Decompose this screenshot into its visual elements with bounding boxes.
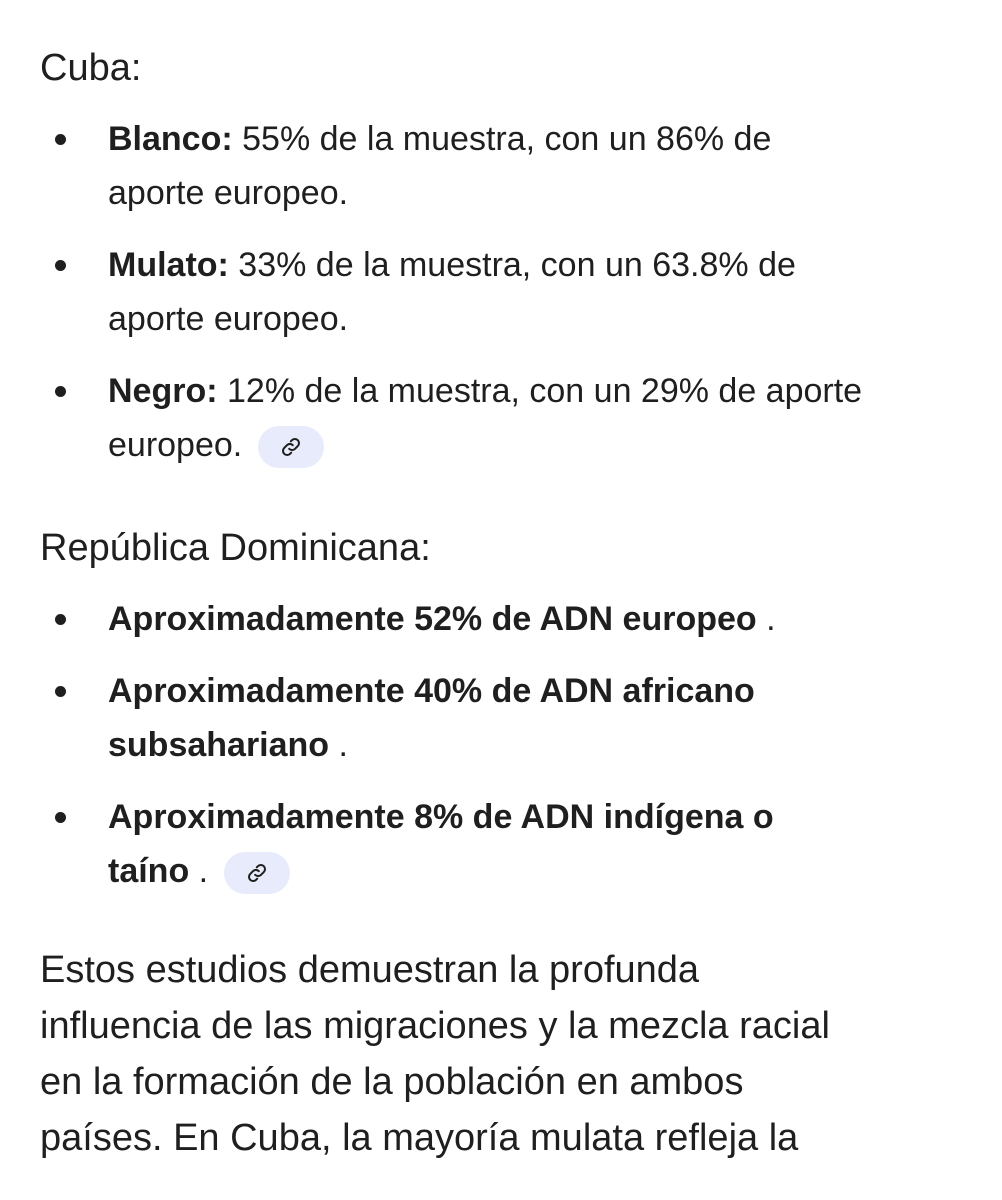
- item-text: Aproximadamente 8% de ADN indígena o: [108, 798, 774, 836]
- item-text: europeo.: [108, 426, 243, 464]
- item-suffix: .: [756, 600, 776, 638]
- paragraph-line: en la formación de la población en ambos: [40, 1061, 744, 1103]
- item-text: aporte europeo.: [108, 174, 349, 212]
- paragraph-line: países. En Cuba, la mayoría mulata refle…: [40, 1117, 799, 1159]
- list-item: Mulato: 33% de la muestra, con un 63.8% …: [40, 238, 970, 346]
- dominicana-list: Aproximadamente 52% de ADN europeo . Apr…: [40, 592, 970, 898]
- list-item: Aproximadamente 52% de ADN europeo .: [40, 592, 970, 646]
- item-suffix: .: [329, 726, 348, 764]
- link-icon: [247, 864, 266, 883]
- list-item: Blanco: 55% de la muestra, con un 86% de…: [40, 112, 970, 220]
- bullet-icon: [55, 386, 66, 397]
- bullet-icon: [55, 686, 66, 697]
- bullet-icon: [55, 134, 66, 145]
- item-text: 12% de la muestra, con un 29% de aporte: [217, 372, 863, 410]
- item-text: Aproximadamente 40% de ADN africano: [108, 672, 755, 710]
- item-text: subsahariano: [108, 726, 330, 764]
- citation-chip[interactable]: [257, 426, 324, 469]
- list-item: Aproximadamente 8% de ADN indígena o taí…: [40, 790, 970, 898]
- item-label: Blanco:: [108, 120, 233, 158]
- bullet-icon: [55, 260, 66, 271]
- citation-chip[interactable]: [223, 852, 290, 895]
- link-icon: [281, 438, 300, 457]
- item-text: aporte europeo.: [108, 300, 349, 338]
- section-heading-cuba: Cuba:: [40, 47, 142, 89]
- item-suffix: .: [189, 852, 209, 890]
- section-heading-dominicana: República Dominicana:: [40, 527, 431, 569]
- item-text: 55% de la muestra, con un 86% de: [232, 120, 772, 158]
- list-item: Negro: 12% de la muestra, con un 29% de …: [40, 364, 970, 472]
- conclusion-paragraph: Estos estudios demuestran la profunda in…: [40, 942, 970, 1166]
- paragraph-line: Estos estudios demuestran la profunda: [40, 949, 700, 991]
- list-item: Aproximadamente 40% de ADN africano subs…: [40, 664, 970, 772]
- item-text: Aproximadamente 52% de ADN europeo: [108, 600, 757, 638]
- item-text: 33% de la muestra, con un 63.8% de: [228, 246, 796, 284]
- response-content: Cuba: Blanco: 55% de la muestra, con un …: [40, 40, 970, 1166]
- bullet-icon: [55, 614, 66, 625]
- item-label: Negro:: [108, 372, 218, 410]
- item-text: taíno: [108, 852, 190, 890]
- cuba-list: Blanco: 55% de la muestra, con un 86% de…: [40, 112, 970, 472]
- item-label: Mulato:: [108, 246, 229, 284]
- paragraph-line: influencia de las migraciones y la mezcl…: [40, 1005, 830, 1047]
- bullet-icon: [55, 812, 66, 823]
